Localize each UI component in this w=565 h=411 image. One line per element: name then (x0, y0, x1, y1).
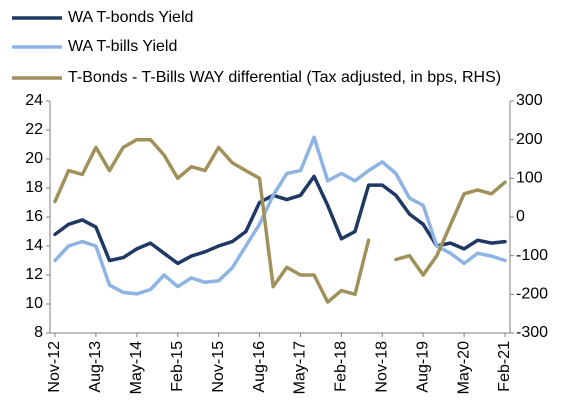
legend-label: WA T-bonds Yield (68, 9, 193, 26)
x-tick-label: Aug-16 (251, 341, 268, 393)
y2-tick-label: -200 (516, 286, 548, 303)
y2-tick-label: -100 (516, 247, 548, 264)
x-tick-label: Aug-19 (414, 341, 431, 393)
legend-label: T-Bonds - T-Bills WAY differential (Tax … (68, 69, 501, 86)
x-tick-label: May-17 (292, 341, 309, 394)
legend-label: WA T-bills Yield (68, 38, 177, 55)
y-tick-label: 14 (25, 237, 43, 254)
series-line (53, 135, 507, 296)
x-tick-label: Feb-15 (169, 341, 186, 392)
y-tick-label: 20 (25, 150, 43, 167)
y-tick-label: 16 (25, 208, 43, 225)
y2-tick-label: 200 (516, 131, 543, 148)
y-tick-label: 10 (25, 295, 43, 312)
y-tick-label: 8 (34, 324, 43, 341)
y-tick-label: 22 (25, 121, 43, 138)
x-tick-label: Nov-12 (46, 341, 63, 393)
y2-tick-label: 300 (516, 92, 543, 109)
x-tick-label: Nov-18 (373, 341, 390, 393)
x-tick-label: Feb-18 (333, 341, 350, 392)
x-tick-label: May-20 (455, 341, 472, 394)
series-line (53, 174, 507, 266)
x-tick-label: May-14 (128, 341, 145, 394)
y-tick-label: 12 (25, 266, 43, 283)
x-tick-label: Nov-15 (210, 341, 227, 393)
y-tick-label: 24 (25, 92, 43, 109)
series-line (53, 137, 371, 304)
series-line (394, 180, 507, 277)
y-tick-label: 18 (25, 179, 43, 196)
y2-tick-label: 0 (516, 208, 525, 225)
y2-tick-label: -300 (516, 324, 548, 341)
x-tick-label: Aug-13 (87, 341, 104, 393)
y2-tick-label: 100 (516, 170, 543, 187)
x-tick-label: Feb-21 (496, 341, 513, 392)
